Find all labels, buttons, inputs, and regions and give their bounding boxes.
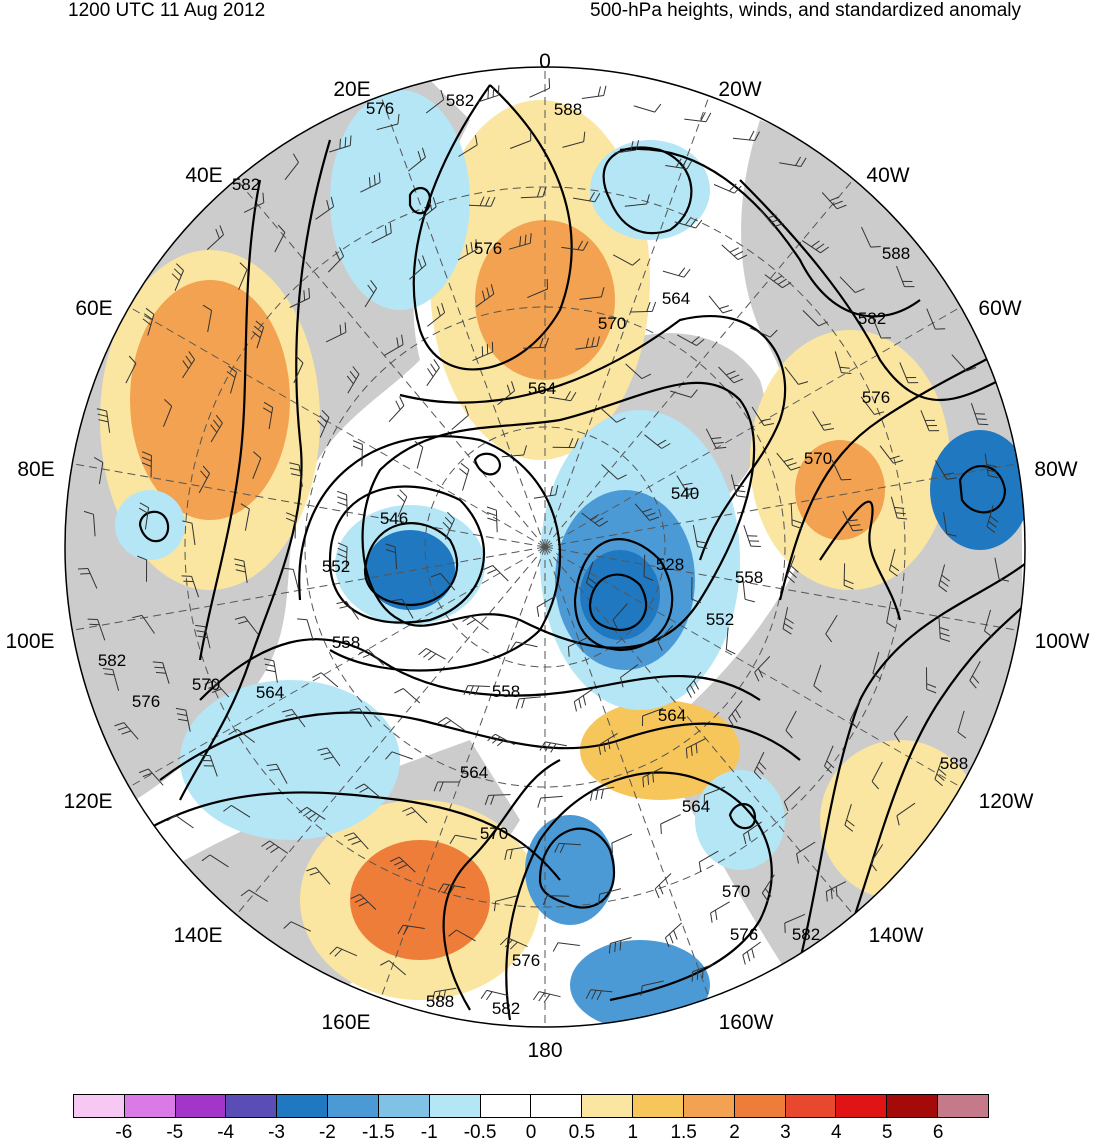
contour-label: 570: [192, 675, 220, 694]
longitude-label: 80W: [1034, 458, 1077, 481]
colorbar-tick-labels: -6 -5 -4 -3 -2 -1.5 -1 -0.5 0 0.5 1 1.5 2 3 4 5 6: [73, 1122, 989, 1142]
colorbar-tick-label: 4: [831, 1122, 842, 1144]
colorbar-tick-label: -5: [166, 1122, 183, 1144]
colorbar-box: [938, 1095, 988, 1117]
neg-anomaly-gulf-alaska: [570, 940, 710, 1030]
longitude-label: 0: [539, 50, 551, 73]
colorbar-box: [684, 1095, 735, 1117]
neg-anomaly-bering: [525, 815, 615, 925]
colorbar-box: [582, 1095, 633, 1117]
neg-anomaly-europe: [330, 90, 470, 310]
longitude-label: 180: [527, 1039, 562, 1062]
colorbar-tick-label: -0.5: [464, 1122, 497, 1144]
contour-label: 552: [322, 557, 350, 576]
colorbar-tick-label: 1.5: [670, 1122, 696, 1144]
contour-label: 582: [792, 925, 820, 944]
longitude-label: 40E: [185, 164, 222, 187]
neg-anomaly-caspian: [115, 490, 185, 560]
contour-label: 564: [460, 763, 488, 782]
longitude-label: 20W: [718, 78, 761, 101]
contour-label: 576: [474, 239, 502, 258]
colorbar-box: [481, 1095, 532, 1117]
colorbar-box: [887, 1095, 938, 1117]
contour-label: 576: [132, 692, 160, 711]
colorbar-box: [74, 1095, 125, 1117]
colorbar-box: [531, 1095, 582, 1117]
contour-label: 564: [682, 797, 710, 816]
contour-label: 582: [492, 999, 520, 1018]
colorbar-box: [176, 1095, 227, 1117]
colorbar-box: [328, 1095, 379, 1117]
colorbar-tick-label: -4: [217, 1122, 234, 1144]
contour-label: 570: [480, 824, 508, 843]
colorbar-tick-label: 2: [729, 1122, 740, 1144]
longitude-label: 80E: [17, 458, 54, 481]
colorbar-box: [125, 1095, 176, 1117]
colorbar-box: [379, 1095, 430, 1117]
contour-label: 540: [671, 484, 699, 503]
contour-label: 570: [722, 882, 750, 901]
longitude-label: 160E: [321, 1011, 370, 1034]
colorbar-tick-label: 3: [780, 1122, 791, 1144]
pos-anomaly-pacific-core: [350, 840, 490, 960]
contour-label: 528: [656, 555, 684, 574]
longitude-label: 160W: [719, 1011, 774, 1034]
colorbar-box: [836, 1095, 887, 1117]
colorbar-tick-label: 0: [526, 1122, 537, 1144]
colorbar-tick-label: 0.5: [569, 1122, 595, 1144]
colorbar-tick-label: 1: [627, 1122, 638, 1144]
colorbar-tick-label: -6: [115, 1122, 132, 1144]
colorbar-tick-label: -2: [319, 1122, 336, 1144]
contour-label: 588: [554, 100, 582, 119]
contour-label: 552: [706, 610, 734, 629]
longitude-label: 140W: [869, 924, 924, 947]
contour-label: 558: [735, 568, 763, 587]
longitude-label: 60E: [75, 297, 112, 320]
contour-label: 558: [492, 682, 520, 701]
colorbar-box: [277, 1095, 328, 1117]
colorbar-tick-label: -1: [421, 1122, 438, 1144]
contour-label: 546: [380, 509, 408, 528]
longitude-label: 120E: [63, 790, 112, 813]
longitude-label: 60W: [978, 297, 1021, 320]
colorbar-tick-label: 6: [933, 1122, 944, 1144]
contour-label: 570: [598, 314, 626, 333]
contour-label: 570: [804, 449, 832, 468]
longitude-label: 40W: [866, 164, 909, 187]
contour-label: 564: [662, 289, 690, 308]
contour-label: 564: [658, 706, 686, 725]
contour-label: 564: [528, 379, 556, 398]
colorbar-box: [735, 1095, 786, 1117]
anomaly-colorbar: [73, 1094, 989, 1118]
longitude-label: 100W: [1035, 630, 1090, 653]
longitude-label: 20E: [333, 78, 370, 101]
neg-anomaly-eastasia: [180, 680, 400, 840]
contour-label: 576: [366, 99, 394, 118]
contour-label: 588: [940, 754, 968, 773]
pos-anomaly-russia-core: [130, 280, 290, 520]
neg-anomaly-northpacific: [695, 770, 785, 870]
contour-label: 588: [426, 992, 454, 1011]
contour-label: 576: [730, 925, 758, 944]
contour-label: 582: [98, 651, 126, 670]
colorbar-tick-label: -3: [268, 1122, 285, 1144]
contour-label: 576: [862, 388, 890, 407]
contour-label: 588: [882, 244, 910, 263]
contour-label: 582: [232, 175, 260, 194]
contour-label: 576: [512, 951, 540, 970]
longitude-label: 100E: [5, 630, 54, 653]
colorbar-box: [786, 1095, 837, 1117]
contour-label: 558: [332, 633, 360, 652]
contour-label: 582: [858, 309, 886, 328]
polar-stereographic-map: 588 582 576 576 582 588 564 570 564 582 …: [0, 0, 1099, 1090]
colorbar-box: [633, 1095, 684, 1117]
longitude-label: 120W: [979, 790, 1034, 813]
colorbar-tick-label: -1.5: [362, 1122, 395, 1144]
contour-label: 582: [446, 91, 474, 110]
contour-label: 564: [256, 683, 284, 702]
longitude-label: 140E: [173, 924, 222, 947]
colorbar-box: [226, 1095, 277, 1117]
colorbar-box: [430, 1095, 481, 1117]
colorbar-tick-label: 5: [882, 1122, 893, 1144]
